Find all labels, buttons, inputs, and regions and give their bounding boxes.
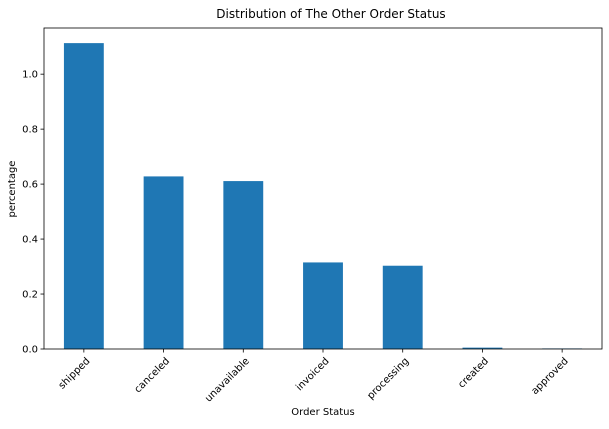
bar-processing <box>382 265 423 349</box>
plot-frame <box>43 27 603 350</box>
x-tick-label-unavailable: unavailable <box>203 356 252 405</box>
bar-invoiced <box>303 262 343 349</box>
x-axis: shipped canceled unavailable invoiced proces… <box>57 349 571 404</box>
bar-canceled <box>143 176 184 349</box>
bar-created <box>462 347 503 349</box>
y-tick-label: 0.2 <box>22 290 38 301</box>
y-tick-label: 1.0 <box>22 70 38 81</box>
bars-group <box>63 43 583 350</box>
y-tick-label: 0.4 <box>22 235 38 246</box>
y-axis: 0.0 0.2 0.4 0.6 0.8 1.0 <box>22 70 44 356</box>
x-tick-label-canceled: canceled <box>133 356 173 396</box>
x-tick-label-invoiced: invoiced <box>294 356 331 393</box>
y-tick-label: 0.0 <box>22 345 38 356</box>
bar-shipped <box>63 43 104 350</box>
chart-title: Distribution of The Other Order Status <box>216 7 445 21</box>
y-tick-label: 0.6 <box>22 180 38 191</box>
x-axis-label: Order Status <box>291 407 354 418</box>
bar-unavailable <box>223 181 264 349</box>
x-tick-label-shipped: shipped <box>57 356 93 392</box>
y-axis-label: percentage <box>7 161 18 218</box>
x-tick-label-approved: approved <box>530 356 571 397</box>
y-tick-label: 0.8 <box>22 125 38 136</box>
x-tick-label-created: created <box>456 356 491 391</box>
x-tick-label-processing: processing <box>365 356 411 402</box>
